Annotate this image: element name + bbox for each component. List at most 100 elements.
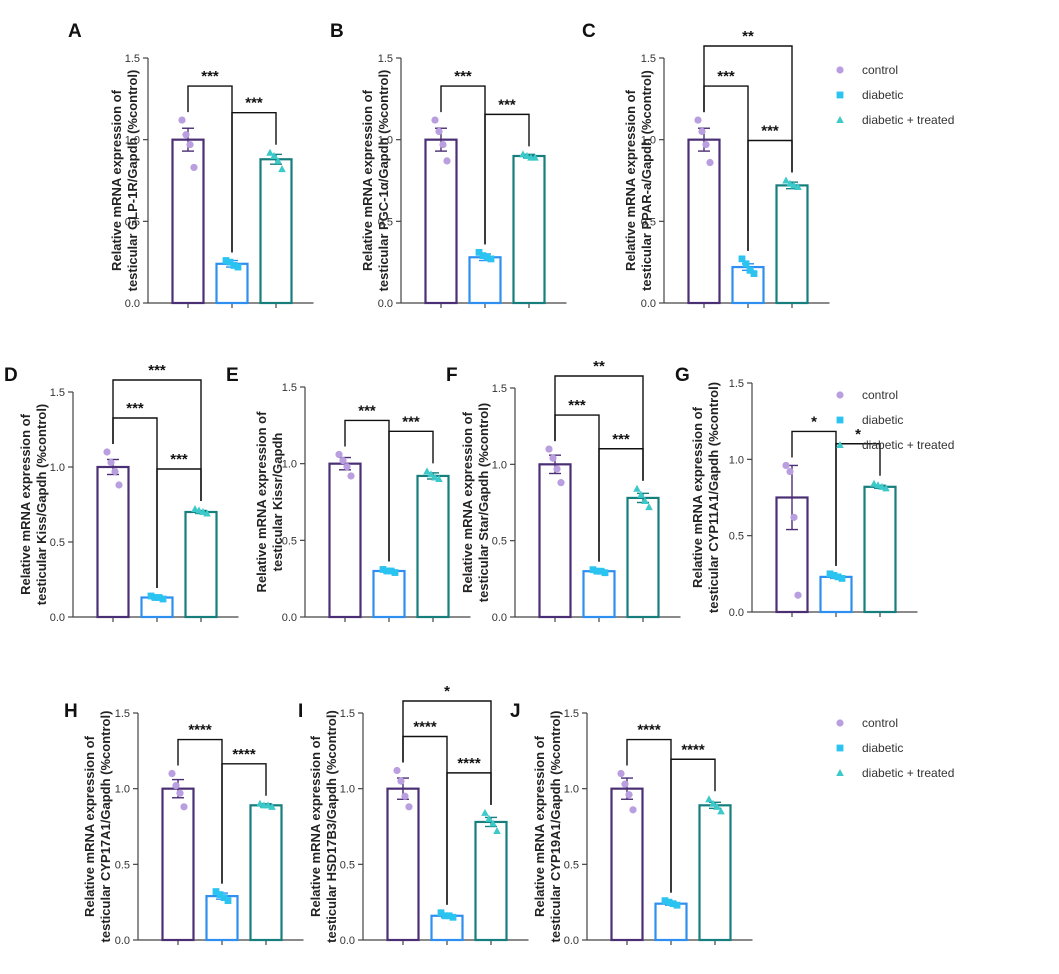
data-point xyxy=(387,567,395,575)
data-point xyxy=(431,473,439,481)
panel-letter: D xyxy=(4,365,18,386)
data-point xyxy=(705,795,713,803)
significance-label: *** xyxy=(612,431,630,448)
data-point xyxy=(706,158,714,167)
data-point xyxy=(709,799,717,807)
data-point xyxy=(441,912,449,920)
y-tick-label: 0.5 xyxy=(641,216,656,228)
data-point xyxy=(278,165,286,173)
legend-label: diabetic xyxy=(862,413,903,427)
y-axis-label-line2: testicular GLP-1R/Gapdh (%control) xyxy=(125,70,140,292)
data-point xyxy=(268,802,276,810)
data-point xyxy=(629,806,637,814)
data-point xyxy=(347,472,355,480)
significance-label: **** xyxy=(232,746,256,763)
legend-marker-square xyxy=(836,416,844,424)
significance-label: *** xyxy=(148,362,166,379)
data-point xyxy=(557,479,565,487)
bar-diabetic-treated xyxy=(249,804,283,942)
legend-label: diabetic xyxy=(862,741,903,755)
data-point xyxy=(155,594,163,601)
y-axis-label-line1: Relative mRNA expression of xyxy=(360,89,375,271)
significance-bracket xyxy=(112,379,202,501)
y-axis-label-line1: Relative mRNA expression of xyxy=(308,735,323,917)
data-point xyxy=(266,148,274,156)
legend-label: control xyxy=(862,388,898,402)
data-point xyxy=(713,802,721,810)
significance-label: * xyxy=(855,426,861,443)
data-point xyxy=(343,463,351,471)
data-point xyxy=(617,769,625,778)
significance-label: *** xyxy=(402,413,420,430)
y-tick-label: 1.0 xyxy=(340,784,355,796)
data-point xyxy=(641,496,649,504)
bar-diabetic xyxy=(819,575,853,614)
y-axis-label-line1: Relative mRNA expression of xyxy=(690,406,705,588)
panel-letter: I xyxy=(298,701,303,722)
y-axis-label-line2: testicular PGC-1α/Gapdh (%control) xyxy=(376,70,391,292)
panel-c: C Relative mRNA expression of testicular P… xyxy=(582,21,830,310)
data-point xyxy=(391,569,399,576)
data-point xyxy=(405,803,413,811)
data-point xyxy=(230,262,238,269)
data-point xyxy=(742,260,750,268)
y-tick-label: 1.5 xyxy=(115,708,130,720)
significance-label: ** xyxy=(742,28,754,45)
significance-label: **** xyxy=(457,755,481,772)
data-point xyxy=(545,445,553,453)
data-point xyxy=(449,913,457,921)
data-point xyxy=(274,156,282,164)
data-point xyxy=(637,490,645,498)
data-point xyxy=(645,503,653,511)
y-axis-label-line1: Relative mRNA expression of xyxy=(18,413,33,595)
data-point xyxy=(234,263,242,271)
y-tick-label: 0.5 xyxy=(564,859,579,871)
significance-label: **** xyxy=(637,722,661,739)
data-point xyxy=(790,513,798,521)
bar-diabetic-treated xyxy=(259,158,293,305)
y-tick-label: 1.5 xyxy=(282,382,297,394)
data-point xyxy=(172,782,180,790)
legend-marker-square xyxy=(836,744,844,752)
y-tick-label: 1.0 xyxy=(378,135,393,147)
y-tick-label: 0.0 xyxy=(282,612,297,624)
y-axis-label-line1: Relative mRNA expression of xyxy=(254,411,269,593)
data-point xyxy=(786,467,794,476)
bar-diabetic-treated xyxy=(698,804,732,942)
data-point xyxy=(224,897,232,905)
y-tick-label: 1.5 xyxy=(125,53,140,65)
data-point xyxy=(870,479,878,487)
data-point xyxy=(493,827,501,835)
bar-diabetic-treated xyxy=(775,184,809,305)
data-point xyxy=(475,248,483,256)
data-point xyxy=(159,595,167,603)
data-point xyxy=(256,799,264,807)
data-point xyxy=(115,481,123,489)
data-point xyxy=(423,467,431,475)
significance-label: *** xyxy=(358,402,376,419)
bar-diabetic-treated xyxy=(863,485,897,614)
y-tick-label: 1.5 xyxy=(729,378,744,390)
y-tick-label: 1.0 xyxy=(729,454,744,466)
significance-label: ** xyxy=(593,358,605,375)
bar-diabetic-treated xyxy=(184,510,218,619)
data-point xyxy=(203,509,211,517)
data-point xyxy=(176,789,184,797)
y-axis-label-line2: testicular Kiss/Gapdh (%control) xyxy=(34,404,49,606)
bar-diabetic-treated xyxy=(416,474,450,619)
data-point xyxy=(597,567,605,575)
bar-diabetic xyxy=(654,902,688,942)
y-tick-label: 0.5 xyxy=(282,535,297,547)
legend-label: control xyxy=(862,63,898,77)
y-tick-label: 0.0 xyxy=(125,298,140,310)
data-point xyxy=(107,458,115,467)
y-tick-label: 1.0 xyxy=(115,784,130,796)
bar-control xyxy=(386,787,420,942)
legend-2: control diabetic diabetic + treated xyxy=(836,388,954,452)
y-tick-label: 0.5 xyxy=(340,859,355,871)
data-point xyxy=(397,777,405,785)
data-point xyxy=(427,470,435,478)
significance-label: *** xyxy=(454,68,472,85)
data-point xyxy=(199,508,207,515)
data-point xyxy=(694,116,702,124)
